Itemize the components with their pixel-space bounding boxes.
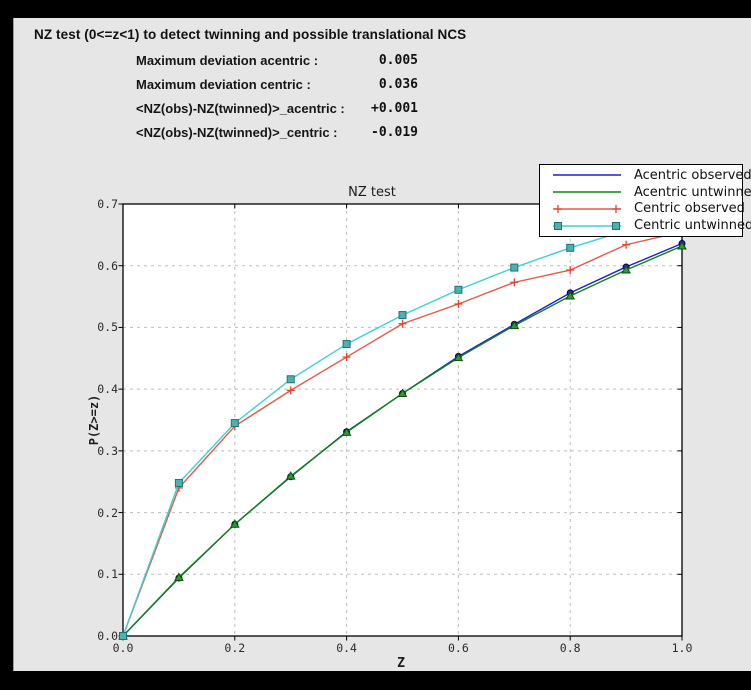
legend-entry: Acentric observed — [540, 167, 751, 183]
chart-legend: Acentric observed Acentric untwinned Centr… — [539, 164, 751, 237]
stat-label: <NZ(obs)-NZ(twinned)>_acentric : — [136, 101, 345, 116]
x-tick-label: 0.8 — [559, 641, 581, 655]
legend-entry: Centric observed — [540, 201, 745, 217]
y-tick-label: 0.2 — [97, 505, 118, 520]
y-tick-label: 0.1 — [97, 567, 118, 582]
legend-entry: Acentric untwinned — [540, 184, 751, 200]
legend-swatch — [553, 174, 621, 177]
y-tick-label: 0.5 — [97, 320, 118, 335]
x-tick-label: 1.0 — [671, 641, 693, 655]
legend-label: Acentric observed — [634, 167, 751, 183]
legend-label: Centric observed — [634, 201, 745, 217]
stat-row: <NZ(obs)-NZ(twinned)>_acentric : +0.001 — [14, 101, 751, 117]
y-tick-label: 0.0 — [97, 629, 118, 643]
y-tick-label: 0.7 — [97, 197, 118, 211]
legend-label: Centric untwinned — [634, 218, 751, 234]
stat-value: -0.019 — [371, 125, 418, 140]
x-tick-label: 0.0 — [112, 641, 134, 655]
x-axis-label: Z — [397, 656, 405, 671]
legend-label: Acentric untwinned — [634, 184, 751, 200]
legend-entry: Centric untwinned — [540, 218, 751, 234]
stat-value: 0.036 — [378, 77, 418, 92]
page-title: NZ test (0<=z<1) to detect twinning and … — [34, 27, 467, 42]
legend-swatch — [553, 221, 621, 230]
stat-value: +0.001 — [371, 101, 418, 116]
chart-title: NZ test — [348, 185, 396, 200]
stat-label: Maximum deviation centric : — [136, 77, 311, 92]
stat-value: 0.005 — [378, 53, 418, 68]
legend-swatch — [553, 191, 621, 193]
y-tick-label: 0.4 — [97, 382, 118, 397]
x-tick-label: 0.2 — [224, 641, 246, 655]
stat-label: <NZ(obs)-NZ(twinned)>_centric : — [136, 125, 338, 140]
stat-label: Maximum deviation acentric : — [136, 53, 319, 68]
x-tick-label: 0.6 — [448, 641, 469, 655]
y-tick-label: 0.6 — [97, 258, 118, 273]
legend-swatch — [553, 204, 621, 213]
y-tick-label: 0.3 — [97, 443, 118, 458]
stat-row: <NZ(obs)-NZ(twinned)>_centric : -0.019 — [14, 125, 751, 141]
y-axis-label: P(Z>=z) — [87, 394, 101, 446]
x-tick-label: 0.4 — [336, 641, 357, 655]
stat-row: Maximum deviation acentric : 0.005 — [14, 53, 751, 69]
stat-row: Maximum deviation centric : 0.036 — [14, 77, 751, 93]
